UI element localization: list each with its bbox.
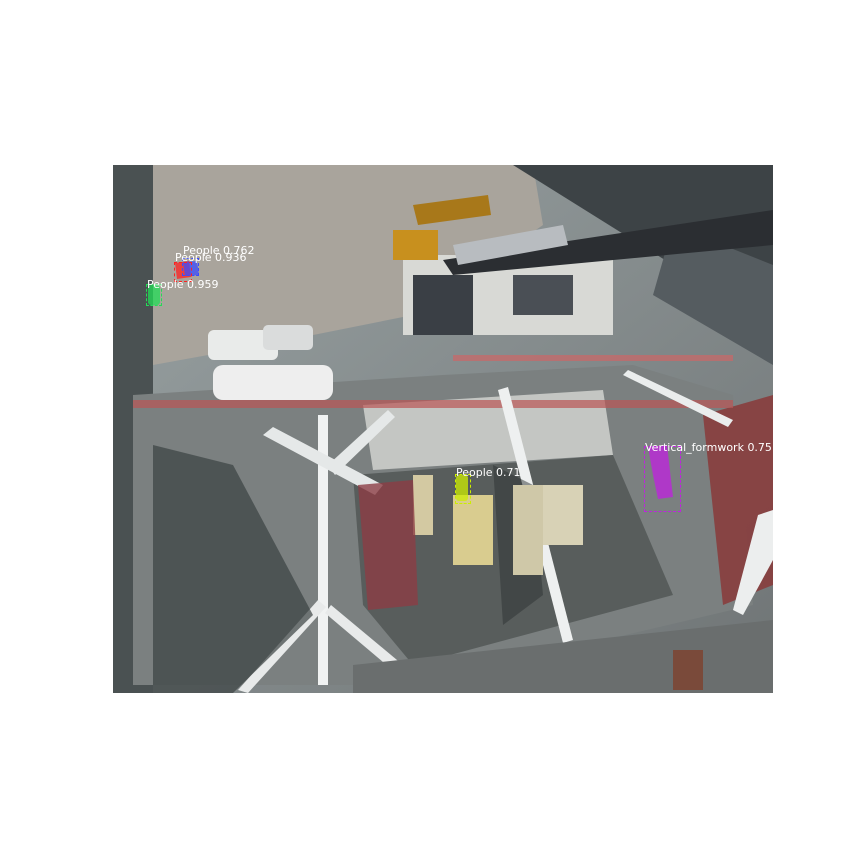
detection-box-vertical-formwork <box>644 446 681 512</box>
detection-label-people-2: People 0.936 <box>175 251 247 264</box>
site-scene <box>113 165 773 693</box>
detection-label-people-1: People 0.762 <box>183 244 255 257</box>
detection-label-people-4: People 0.71 <box>456 466 521 479</box>
detection-label-people-3: People 0.959 <box>147 278 219 291</box>
detection-label-vertical-formwork: Vertical_formwork 0.75 <box>645 441 772 454</box>
detection-box-people-2 <box>174 262 192 282</box>
detection-box-people-3 <box>146 284 162 306</box>
detection-box-people-1 <box>182 258 199 276</box>
detection-box-people-4 <box>455 474 471 504</box>
construction-site-photo <box>113 165 773 693</box>
